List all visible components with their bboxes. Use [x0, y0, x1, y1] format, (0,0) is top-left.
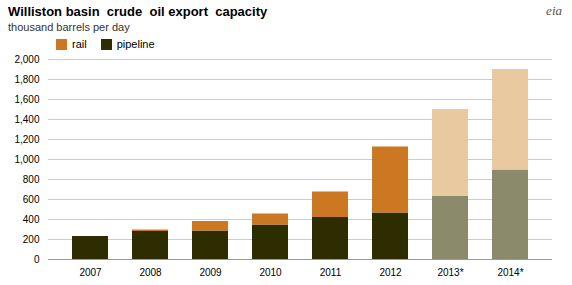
svg-text:1,800: 1,800 — [14, 74, 39, 85]
svg-text:1,600: 1,600 — [14, 94, 39, 105]
svg-text:0: 0 — [34, 254, 40, 265]
html-text:thousand barrels per day: thousand barrels per day — [8, 21, 130, 33]
svg-text:2,000: 2,000 — [14, 54, 39, 65]
svg-text:1,200: 1,200 — [14, 134, 39, 145]
svg-text:800: 800 — [23, 174, 40, 185]
svg-text:2008: 2008 — [139, 267, 162, 278]
svg-text:1,400: 1,400 — [14, 114, 39, 125]
html-text:eia: eia — [546, 3, 562, 18]
svg-text:2007: 2007 — [79, 267, 102, 278]
svg-text:600: 600 — [23, 194, 40, 205]
svg-text:2013*: 2013* — [437, 267, 463, 278]
svg-text:1,000: 1,000 — [14, 154, 39, 165]
svg-text:2009: 2009 — [199, 267, 222, 278]
html-text:pipeline: pipeline — [116, 38, 155, 50]
svg-text:2010: 2010 — [259, 267, 282, 278]
html-text:rail: rail — [72, 38, 87, 50]
svg-text:2014*: 2014* — [497, 267, 523, 278]
svg-text:2011: 2011 — [320, 267, 342, 278]
svg-text:400: 400 — [23, 214, 40, 225]
svg-text:200: 200 — [23, 234, 40, 245]
svg-text:2012: 2012 — [379, 267, 402, 278]
html-text:Williston basin crude oil expo: Williston basin crude oil export capacit… — [8, 4, 268, 19]
